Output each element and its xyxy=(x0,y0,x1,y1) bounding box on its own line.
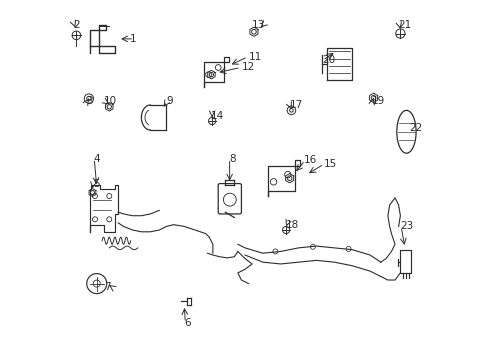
Text: 23: 23 xyxy=(400,221,414,231)
Text: 12: 12 xyxy=(242,63,255,72)
Text: 15: 15 xyxy=(323,159,337,169)
Text: 13: 13 xyxy=(251,19,265,30)
Text: 11: 11 xyxy=(248,52,262,62)
Text: 5: 5 xyxy=(93,179,100,189)
Text: 16: 16 xyxy=(304,156,317,165)
Text: 6: 6 xyxy=(184,318,191,328)
Text: 17: 17 xyxy=(290,100,303,110)
Text: 22: 22 xyxy=(409,123,422,133)
Text: 8: 8 xyxy=(229,154,236,163)
Text: 4: 4 xyxy=(93,154,100,163)
Text: 3: 3 xyxy=(86,96,93,107)
Text: 7: 7 xyxy=(104,282,111,292)
Text: 21: 21 xyxy=(398,19,412,30)
Text: 18: 18 xyxy=(286,220,299,230)
Text: 10: 10 xyxy=(104,96,117,107)
Text: 2: 2 xyxy=(73,19,79,30)
Text: 9: 9 xyxy=(167,96,173,107)
Text: 14: 14 xyxy=(211,111,224,121)
Text: 19: 19 xyxy=(372,96,385,107)
Text: 1: 1 xyxy=(129,34,136,44)
Text: 20: 20 xyxy=(322,55,335,65)
